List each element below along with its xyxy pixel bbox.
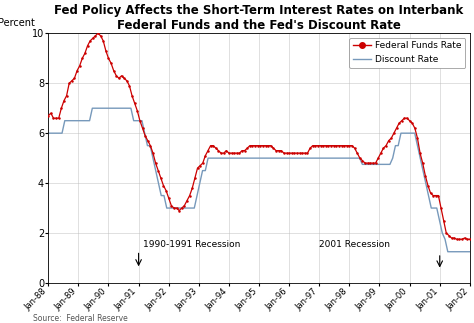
Text: 1990-1991 Recession: 1990-1991 Recession [143,240,240,249]
Text: 2001 Recession: 2001 Recession [319,240,390,249]
Title: Fed Policy Affects the Short-Term Interest Rates on Interbank
Federal Funds and : Fed Policy Affects the Short-Term Intere… [55,4,464,32]
Legend: Federal Funds Rate, Discount Rate: Federal Funds Rate, Discount Rate [349,38,465,68]
Text: Percent: Percent [0,18,35,28]
Text: Source:  Federal Reserve: Source: Federal Reserve [33,314,128,323]
